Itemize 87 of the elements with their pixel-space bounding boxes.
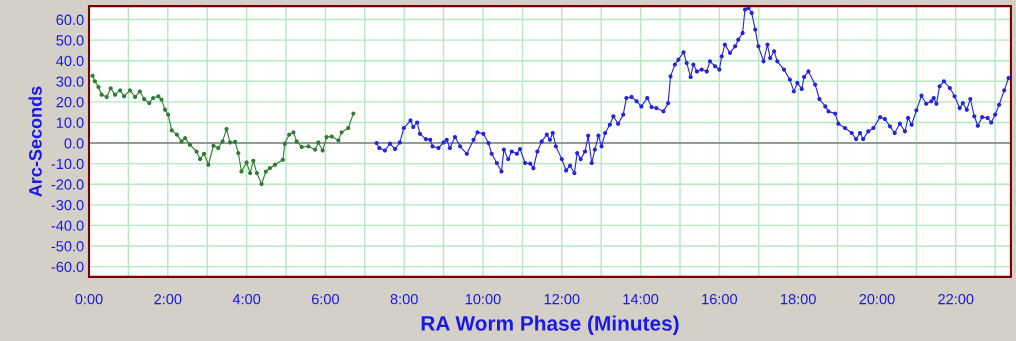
point	[112, 92, 118, 97]
point	[259, 181, 264, 187]
point	[162, 107, 168, 112]
point	[187, 142, 192, 147]
point	[183, 136, 188, 141]
point	[224, 126, 229, 132]
point	[159, 97, 164, 102]
point	[320, 148, 325, 153]
point	[291, 130, 296, 135]
point	[299, 144, 304, 150]
point	[351, 111, 356, 116]
x-tick-label: 20:00	[859, 293, 895, 305]
point	[179, 139, 184, 144]
point	[251, 158, 256, 163]
point	[90, 73, 95, 78]
point	[121, 94, 127, 99]
point	[96, 84, 101, 90]
point	[236, 151, 241, 156]
x-tick-label: 6:00	[311, 293, 340, 305]
y-tick-label: -40.0	[51, 220, 84, 231]
point	[108, 86, 113, 91]
point	[294, 139, 299, 144]
y-tick-label: -30.0	[51, 199, 84, 211]
point	[142, 96, 147, 102]
point	[211, 143, 216, 148]
point	[254, 171, 259, 176]
x-axis-title: RA Worm Phase (Minutes)	[421, 315, 679, 335]
point	[133, 94, 138, 100]
y-tick-label: 60.0	[56, 14, 84, 25]
point	[220, 139, 225, 144]
x-tick-label: 0:00	[75, 293, 103, 305]
y-tick-label: 20.0	[56, 96, 84, 108]
point	[194, 149, 199, 154]
point	[169, 128, 174, 133]
x-tick-label: 2:00	[154, 293, 182, 305]
point	[339, 130, 344, 135]
y-tick-label: -10.0	[51, 158, 84, 170]
y-tick-label: 50.0	[56, 35, 84, 46]
y-tick-label: -60.0	[51, 261, 84, 273]
point	[306, 144, 311, 149]
point	[166, 112, 171, 117]
y-axis-title: Arc-Seconds	[28, 86, 42, 197]
point	[118, 88, 123, 93]
x-tick-label: 10:00	[465, 293, 501, 305]
point	[329, 134, 334, 139]
point	[272, 162, 278, 167]
point	[92, 79, 97, 84]
point	[201, 151, 207, 156]
point	[282, 141, 287, 146]
point	[104, 94, 109, 100]
point	[156, 94, 161, 99]
x-tick-label: 8:00	[390, 293, 418, 305]
x-tick-label: 4:00	[232, 293, 261, 305]
y-tick-label: -50.0	[51, 241, 84, 252]
y-tick-label: -20.0	[51, 179, 84, 190]
point	[287, 132, 292, 137]
x-tick-label: 12:00	[544, 293, 580, 305]
point	[346, 125, 351, 131]
x-tick-label: 18:00	[781, 293, 816, 305]
point	[324, 135, 329, 140]
x-tick-label: 22:00	[938, 293, 974, 305]
point	[127, 88, 133, 93]
point	[336, 138, 341, 143]
point	[198, 157, 203, 162]
point	[239, 169, 244, 174]
point	[244, 160, 249, 165]
point	[313, 147, 318, 152]
point	[248, 171, 253, 176]
y-tick-label: 0.0	[64, 138, 84, 149]
point	[233, 139, 238, 144]
point	[216, 145, 221, 151]
point	[147, 101, 152, 106]
y-tick-label: 30.0	[56, 76, 84, 87]
point	[151, 95, 156, 101]
point	[174, 132, 179, 137]
y-tick-label: 10.0	[56, 117, 84, 128]
point	[267, 166, 272, 171]
x-tick-label: 14:00	[623, 293, 659, 305]
point	[137, 89, 142, 94]
point	[316, 140, 321, 145]
point	[206, 162, 211, 167]
point	[227, 140, 233, 145]
point	[280, 157, 285, 162]
point	[263, 169, 268, 174]
y-tick-label: 40.0	[56, 55, 84, 67]
x-tick-label: 16:00	[702, 293, 738, 305]
point	[99, 92, 104, 97]
